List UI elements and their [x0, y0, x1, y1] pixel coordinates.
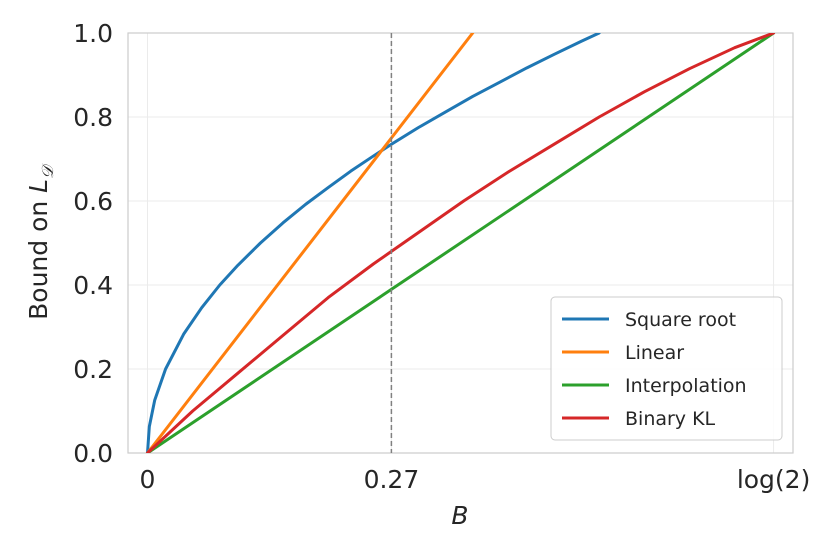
y-tick-label: 0.8: [73, 103, 113, 132]
y-tick-label: 0.4: [73, 271, 113, 300]
y-axis-label-symbol: L: [24, 179, 53, 193]
legend-label: Interpolation: [625, 375, 747, 397]
x-tick-labels: 0 0.27 log(2): [140, 465, 811, 494]
legend-label: Linear: [625, 342, 684, 364]
legend-label: Binary KL: [625, 408, 716, 430]
y-tick-label: 0.2: [73, 355, 113, 384]
y-tick-label: 0.6: [73, 187, 113, 216]
series-layer: [146, 33, 776, 453]
legend: Square root Linear Interpolation Binary KL: [550, 296, 783, 441]
y-tick-labels: 0.0 0.2 0.4 0.6 0.8 1.0: [73, 19, 113, 468]
y-axis-label-subscript: 𝒟: [38, 163, 57, 179]
y-tick-label: 0.0: [73, 439, 113, 468]
plot-area-frame: [127, 32, 794, 454]
x-axis-label: B: [451, 501, 468, 530]
series-line-linear: [146, 33, 475, 453]
series-line-square-root: [146, 33, 601, 453]
y-axis-label-prefix: Bound on: [24, 193, 53, 320]
x-tick-label: log(2): [737, 465, 811, 494]
series-line-interpolation: [146, 33, 776, 453]
y-tick-label: 1.0: [73, 19, 113, 48]
legend-box: [550, 296, 783, 441]
legend-label: Square root: [625, 309, 736, 331]
y-axis-label: Bound on L𝒟: [24, 163, 57, 320]
x-tick-label: 0.27: [364, 465, 420, 494]
series-line-binary-kl: [146, 33, 776, 453]
x-tick-label: 0: [140, 465, 156, 494]
